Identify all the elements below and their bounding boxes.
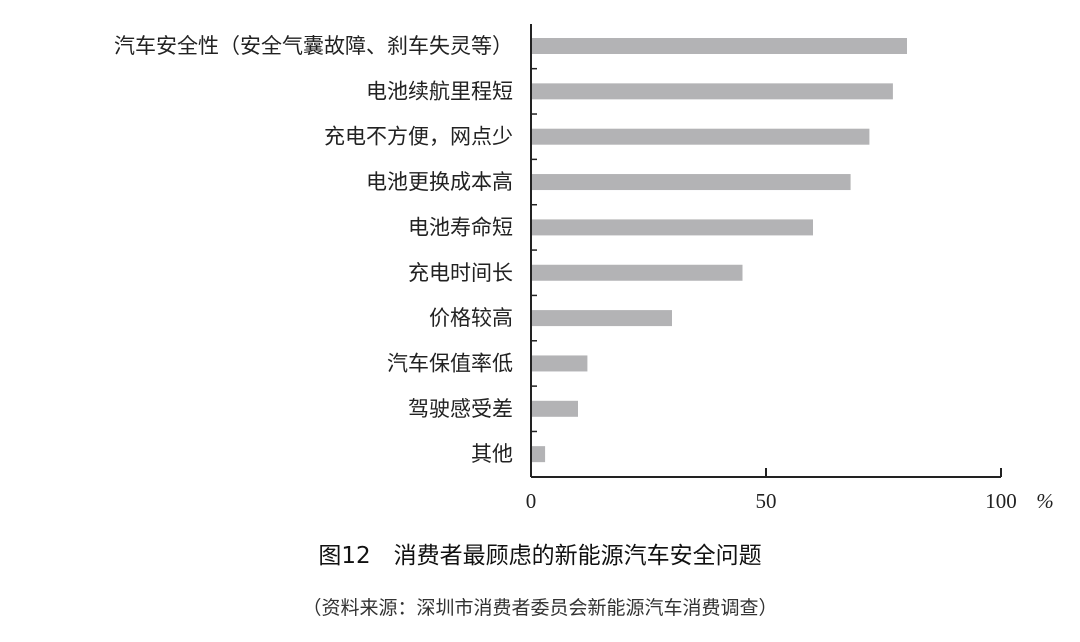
category-label-5: 充电时间长 [408,261,513,285]
x-tick-label-2: 100 [985,489,1017,513]
x-unit-label: % [1036,489,1054,513]
bar-3 [531,174,851,191]
category-label-3: 电池更换成本高 [366,170,513,194]
category-label-1: 电池续航里程短 [366,79,513,103]
bar-9 [531,446,546,463]
x-tick-label-1: 50 [756,489,777,513]
bar-7 [531,355,588,372]
bar-4 [531,219,813,236]
category-label-6: 价格较高 [429,306,513,330]
bar-2 [531,128,870,145]
category-label-0: 汽车安全性（安全气囊故障、刹车失灵等） [114,34,513,58]
category-label-4: 电池寿命短 [408,215,513,239]
category-label-9: 其他 [471,442,513,466]
bar-0 [531,38,907,54]
bar-6 [531,310,672,327]
category-label-7: 汽车保值率低 [387,351,513,375]
bar-8 [531,400,578,417]
chart-title: 图12 消费者最顾虑的新能源汽车安全问题 [318,543,761,569]
bar-1 [531,83,893,100]
bar-5 [531,264,743,281]
x-tick-label-0: 0 [526,489,537,513]
category-label-8: 驾驶感受差 [408,397,513,421]
category-label-2: 充电不方便，网点少 [324,125,513,149]
chart-source: （资料来源：深圳市消费者委员会新能源汽车消费调查） [302,597,777,619]
